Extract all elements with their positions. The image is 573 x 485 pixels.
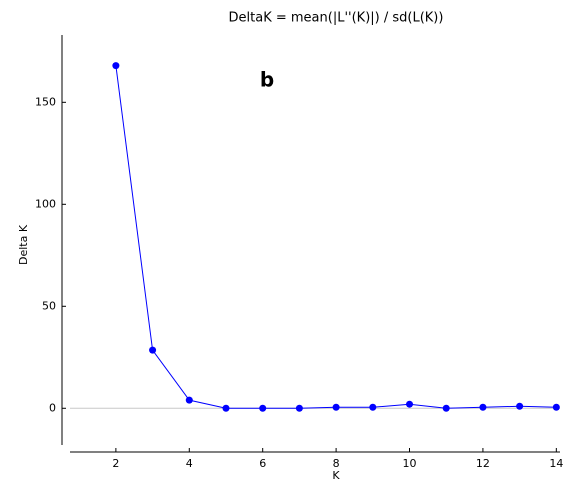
data-point — [259, 404, 267, 412]
annotation: b — [260, 68, 274, 92]
data-point — [369, 403, 377, 411]
data-point — [442, 404, 450, 412]
x-tick-label: 10 — [403, 457, 417, 470]
data-point — [479, 403, 487, 411]
data-point — [552, 403, 560, 411]
x-tick-label: 4 — [186, 457, 193, 470]
chart-title: DeltaK = mean(|L''(K)|) / sd(L(K)) — [229, 11, 444, 26]
x-tick-label: 2 — [112, 457, 119, 470]
data-point — [406, 400, 414, 408]
y-tick-label: 150 — [35, 95, 56, 108]
series-line — [115, 65, 557, 409]
x-axis-label: K — [332, 469, 340, 482]
data-point — [112, 62, 120, 70]
y-tick-label: 0 — [49, 401, 56, 414]
data-point — [149, 346, 157, 354]
y-axis-label: Delta K — [17, 224, 30, 265]
x-tick-label: 14 — [549, 457, 563, 470]
data-point — [295, 404, 303, 412]
y-tick-label: 100 — [35, 197, 56, 210]
data-point — [222, 404, 230, 412]
data-point — [185, 396, 193, 404]
data-point — [332, 403, 340, 411]
data-point — [516, 402, 524, 410]
x-tick-label: 12 — [476, 457, 490, 470]
x-tick-label: 8 — [333, 457, 340, 470]
x-tick-label: 6 — [259, 457, 266, 470]
y-tick-label: 50 — [42, 299, 56, 312]
